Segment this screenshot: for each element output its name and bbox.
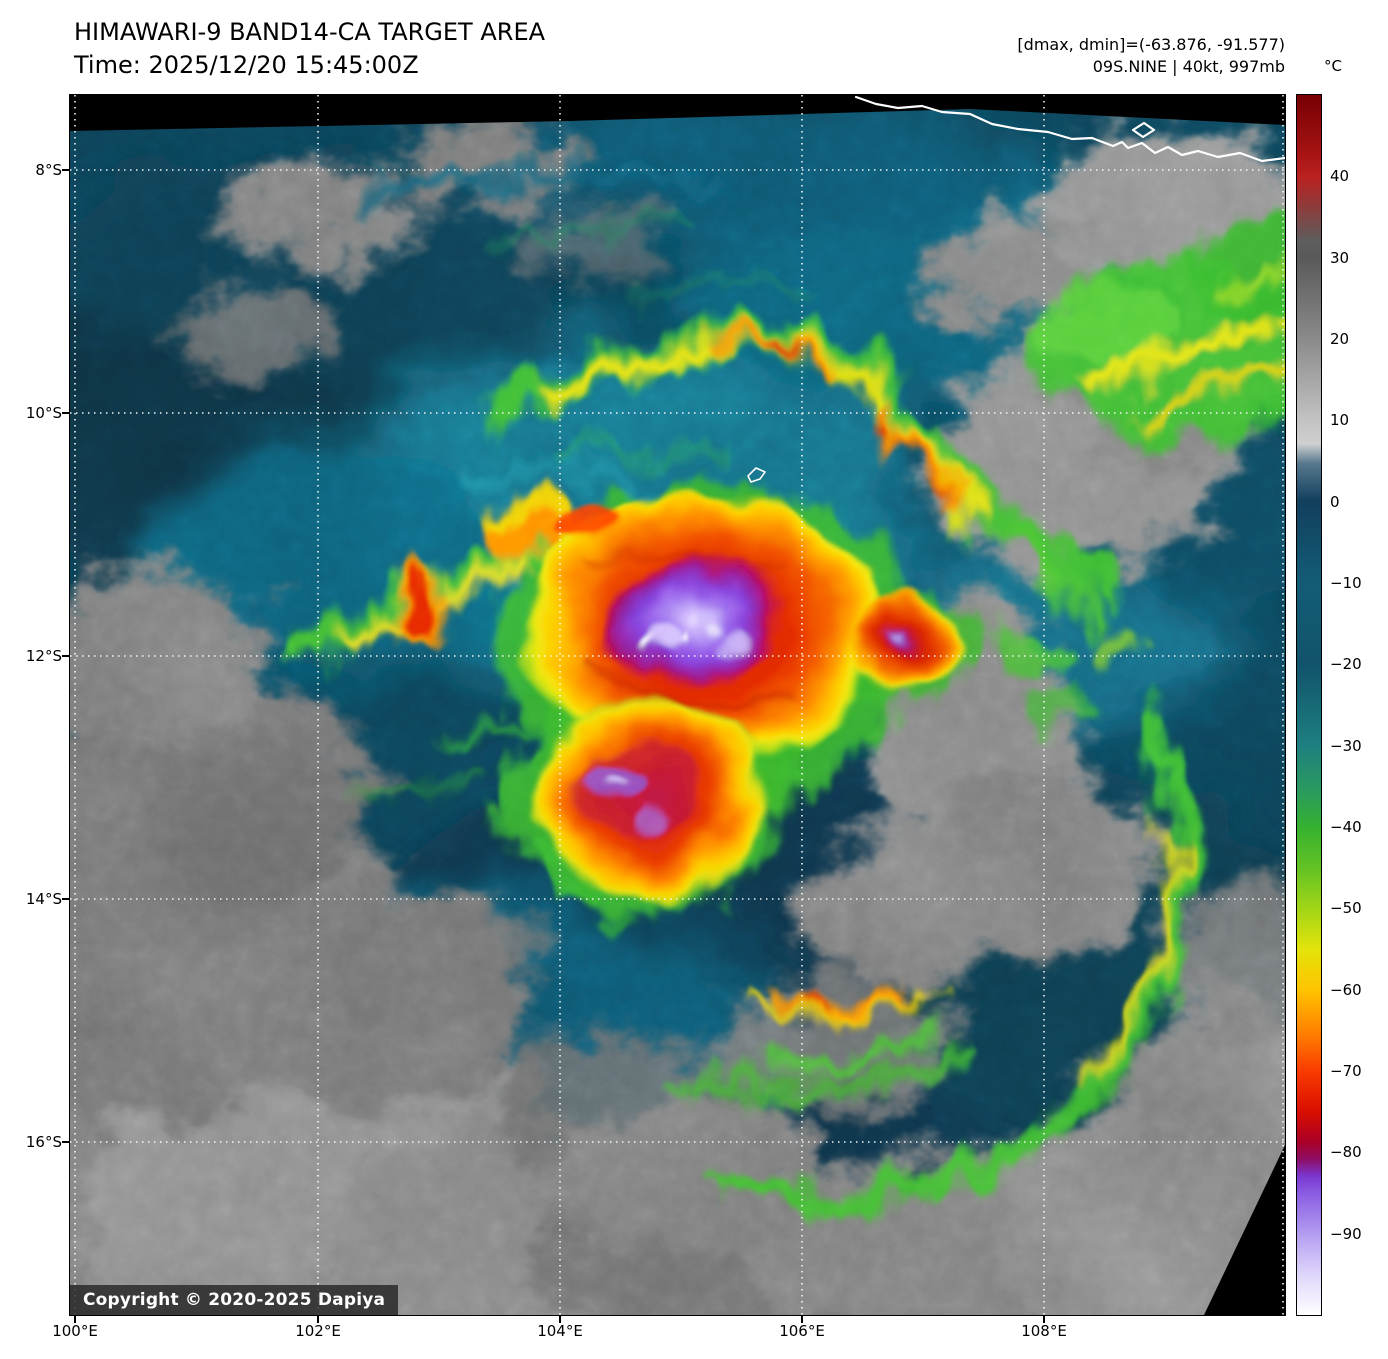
colorbar-tick-label: −90 xyxy=(1330,1225,1362,1243)
colorbar-tick-label: −10 xyxy=(1330,574,1362,592)
colorbar-tick-label: 0 xyxy=(1330,493,1340,511)
colorbar-unit-label: °C xyxy=(1324,57,1342,75)
timestamp: Time: 2025/12/20 15:45:00Z xyxy=(74,51,419,79)
colorbar-tick-label: −70 xyxy=(1330,1062,1362,1080)
satellite-map: Copyright © 2020-2025 Dapiya xyxy=(69,94,1286,1316)
lon-tick-label: 106°E xyxy=(779,1322,825,1340)
colorbar-tick-label: 40 xyxy=(1330,167,1350,185)
dmax-dmin-readout: [dmax, dmin]=(-63.876, -91.577) xyxy=(1017,35,1285,54)
colorbar-tick-label: −30 xyxy=(1330,737,1362,755)
colorbar-tick-label: 10 xyxy=(1330,411,1350,429)
annotation-block: [dmax, dmin]=(-63.876, -91.577) 09S.NINE… xyxy=(1017,34,1285,78)
axis-tick xyxy=(317,1316,319,1323)
axis-tick xyxy=(559,1316,561,1323)
colorbar-tick-label: 20 xyxy=(1330,330,1350,348)
lat-tick-label: 16°S xyxy=(25,1133,62,1151)
lat-tick-label: 8°S xyxy=(35,161,62,179)
axis-tick xyxy=(62,898,69,900)
satellite-image xyxy=(70,95,1285,1315)
colorbar-tick-label: −20 xyxy=(1330,655,1362,673)
lon-tick-label: 100°E xyxy=(52,1322,98,1340)
header: HIMAWARI-9 BAND14-CA TARGET AREA Time: 2… xyxy=(74,16,545,82)
texture-layer xyxy=(70,109,1285,1315)
storm-readout: 09S.NINE | 40kt, 997mb xyxy=(1092,57,1285,76)
page-title: HIMAWARI-9 BAND14-CA TARGET AREA xyxy=(74,18,546,46)
axis-tick xyxy=(801,1316,803,1323)
colorbar-tick-label: 30 xyxy=(1330,249,1350,267)
coastline xyxy=(747,95,1285,483)
colorbar-tick-label: −60 xyxy=(1330,981,1362,999)
temperature-colorbar xyxy=(1296,94,1322,1316)
axis-tick xyxy=(62,655,69,657)
axis-tick xyxy=(74,1316,76,1323)
copyright-badge: Copyright © 2020-2025 Dapiya xyxy=(70,1285,399,1315)
grid-lines xyxy=(70,95,1285,1315)
axis-tick xyxy=(62,169,69,171)
lat-tick-label: 12°S xyxy=(25,647,62,665)
lon-tick-label: 102°E xyxy=(295,1322,341,1340)
lat-tick-label: 14°S xyxy=(25,890,62,908)
lon-tick-label: 108°E xyxy=(1021,1322,1067,1340)
axis-tick xyxy=(1043,1316,1045,1323)
colorbar-tick-label: −80 xyxy=(1330,1143,1362,1161)
lat-tick-label: 10°S xyxy=(25,404,62,422)
lon-tick-label: 104°E xyxy=(537,1322,583,1340)
axis-tick xyxy=(62,1141,69,1143)
colorbar-tick-label: −40 xyxy=(1330,818,1362,836)
axis-tick xyxy=(62,412,69,414)
colorbar-tick-label: −50 xyxy=(1330,899,1362,917)
